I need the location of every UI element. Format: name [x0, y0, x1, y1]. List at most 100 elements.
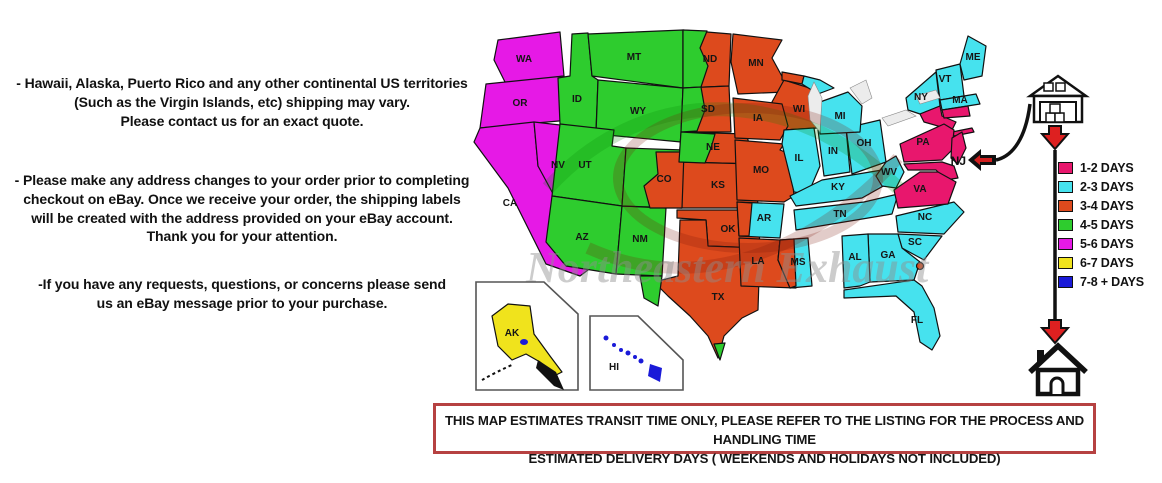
- aleutian-islands: [481, 363, 515, 381]
- state-label-ut: UT: [578, 160, 591, 171]
- state-sd-west-region: [680, 86, 706, 133]
- state-tn: [793, 193, 899, 231]
- state-label-nd: ND: [703, 54, 717, 65]
- state-label-nv: NV: [551, 160, 565, 171]
- state-fl: [843, 279, 941, 351]
- state-hi-islands: [603, 335, 662, 382]
- arrow-down-top-icon: [1039, 125, 1071, 151]
- note-line: us an eBay message prior to your purchas…: [96, 294, 388, 311]
- state-ne-west-region: [678, 131, 716, 164]
- state-labels: WA OR CA NV ID MT WY UT CO AZ NM ND SD NE KS OK TX MN WI IA…: [503, 52, 981, 373]
- state-ct: [941, 105, 971, 119]
- note-line: (Such as the Virgin Islands, etc) shippi…: [74, 93, 410, 110]
- state-tx-west-green-tab: [639, 275, 663, 307]
- state-label-wv: WV: [881, 167, 897, 178]
- state-label-az: AZ: [575, 232, 588, 243]
- state-label-pa: PA: [916, 137, 929, 148]
- state-label-id: ID: [572, 94, 582, 105]
- state-label-il: IL: [795, 153, 804, 164]
- note-line: Please contact us for an exact quote.: [120, 112, 364, 129]
- state-label-ak: AK: [505, 328, 520, 339]
- watermark-swoosh-red: [585, 154, 903, 274]
- state-label-or: OR: [513, 98, 529, 109]
- route-panel: [1026, 74, 1090, 397]
- state-label-hi: HI: [609, 362, 619, 373]
- state-label-me: ME: [966, 52, 981, 63]
- arrow-down-bottom-icon: [1039, 319, 1071, 345]
- state-label-ky: KY: [831, 182, 845, 193]
- state-va: [893, 171, 957, 209]
- note-line: will be created with the address provide…: [31, 209, 453, 226]
- state-nj: [950, 131, 967, 165]
- disclaimer-line-2: ESTIMATED DELIVERY DAYS ( WEEKENDS AND H…: [528, 451, 1001, 467]
- upper-peninsula-east: [801, 75, 835, 95]
- state-label-wa: WA: [516, 54, 532, 65]
- state-label-ga: GA: [881, 250, 896, 261]
- legend-swatch: [1058, 161, 1073, 174]
- legend-item: 3-4 DAYS: [1058, 196, 1144, 215]
- legend-label: 6-7 DAYS: [1080, 255, 1134, 270]
- state-al: [841, 233, 871, 289]
- state-az: [545, 195, 623, 275]
- hawaii-inset-box: [589, 315, 684, 391]
- legend-item: 6-7 DAYS: [1058, 253, 1144, 272]
- legend-item: 4-5 DAYS: [1058, 215, 1144, 234]
- legend-swatch: [1058, 199, 1073, 212]
- disclaimer-box: THIS MAP ESTIMATES TRANSIT TIME ONLY, PL…: [433, 403, 1096, 466]
- legend: 1-2 DAYS 2-3 DAYS 3-4 DAYS 4-5 DAYS 5-6 DAYS…: [1058, 158, 1144, 291]
- state-label-la: LA: [751, 256, 764, 267]
- state-label-mo: MO: [753, 165, 769, 176]
- note-contact: -If you have any requests, questions, or…: [2, 275, 482, 313]
- state-ak: [491, 303, 563, 377]
- route-curve-line: [995, 103, 1032, 162]
- state-label-oh: OH: [857, 138, 872, 149]
- legend-swatch: [1058, 180, 1073, 193]
- state-label-va: VA: [913, 184, 926, 195]
- state-label-ks: KS: [711, 180, 725, 191]
- watermark-swoosh-green: [542, 102, 903, 193]
- legend-label: 3-4 DAYS: [1080, 198, 1134, 213]
- lake-erie: [881, 109, 917, 127]
- warehouse-icon: [1026, 74, 1090, 124]
- state-label-co: CO: [657, 174, 672, 185]
- state-label-nm: NM: [632, 234, 648, 245]
- disclaimer-line-1: THIS MAP ESTIMATES TRANSIT TIME ONLY, PL…: [444, 413, 1085, 448]
- state-tx-tip-green: [713, 342, 726, 361]
- state-label-ar: AR: [757, 213, 772, 224]
- state-label-in: IN: [828, 146, 838, 157]
- note-address-changes: - Please make any address changes to you…: [2, 171, 482, 246]
- state-label-ms: MS: [791, 257, 806, 268]
- legend-item: 5-6 DAYS: [1058, 234, 1144, 253]
- nj-callout-label: NJ: [951, 154, 966, 168]
- legend-label: 2-3 DAYS: [1080, 179, 1134, 194]
- legend-item: 1-2 DAYS: [1058, 158, 1144, 177]
- legend-label: 1-2 DAYS: [1080, 160, 1134, 175]
- legend-label: 5-6 DAYS: [1080, 236, 1134, 251]
- note-line: - Please make any address changes to you…: [14, 172, 470, 188]
- note-territories: - Hawaii, Alaska, Puerto Rico and any ot…: [2, 74, 482, 130]
- house-icon: [1028, 342, 1088, 397]
- state-label-ma: MA: [952, 95, 968, 106]
- state-ar-west-region: [736, 201, 753, 237]
- state-label-wy: WY: [630, 106, 646, 117]
- note-line: Thank you for your attention.: [146, 228, 338, 245]
- legend-swatch: [1058, 256, 1073, 269]
- legend-item: 7-8 + DAYS: [1058, 272, 1144, 291]
- lake-huron: [849, 79, 873, 105]
- nj-arrow-red-bar: [974, 155, 992, 165]
- state-label-sc: SC: [908, 237, 922, 248]
- note-line: checkout on eBay. Once we receive your o…: [23, 190, 461, 207]
- state-label-al: AL: [848, 252, 861, 263]
- state-wv: [875, 155, 905, 189]
- note-line: - Hawaii, Alaska, Puerto Rico and any ot…: [16, 75, 468, 91]
- state-me: [959, 35, 987, 81]
- lake-michigan: [807, 81, 823, 133]
- state-ms-west-region: [777, 238, 797, 289]
- state-label-ny: NY: [914, 92, 928, 103]
- legend-label: 7-8 + DAYS: [1080, 274, 1144, 289]
- legend-item: 2-3 DAYS: [1058, 177, 1144, 196]
- state-label-mi: MI: [834, 111, 845, 122]
- state-label-ne: NE: [706, 142, 720, 153]
- alaska-panhandle: [536, 360, 564, 390]
